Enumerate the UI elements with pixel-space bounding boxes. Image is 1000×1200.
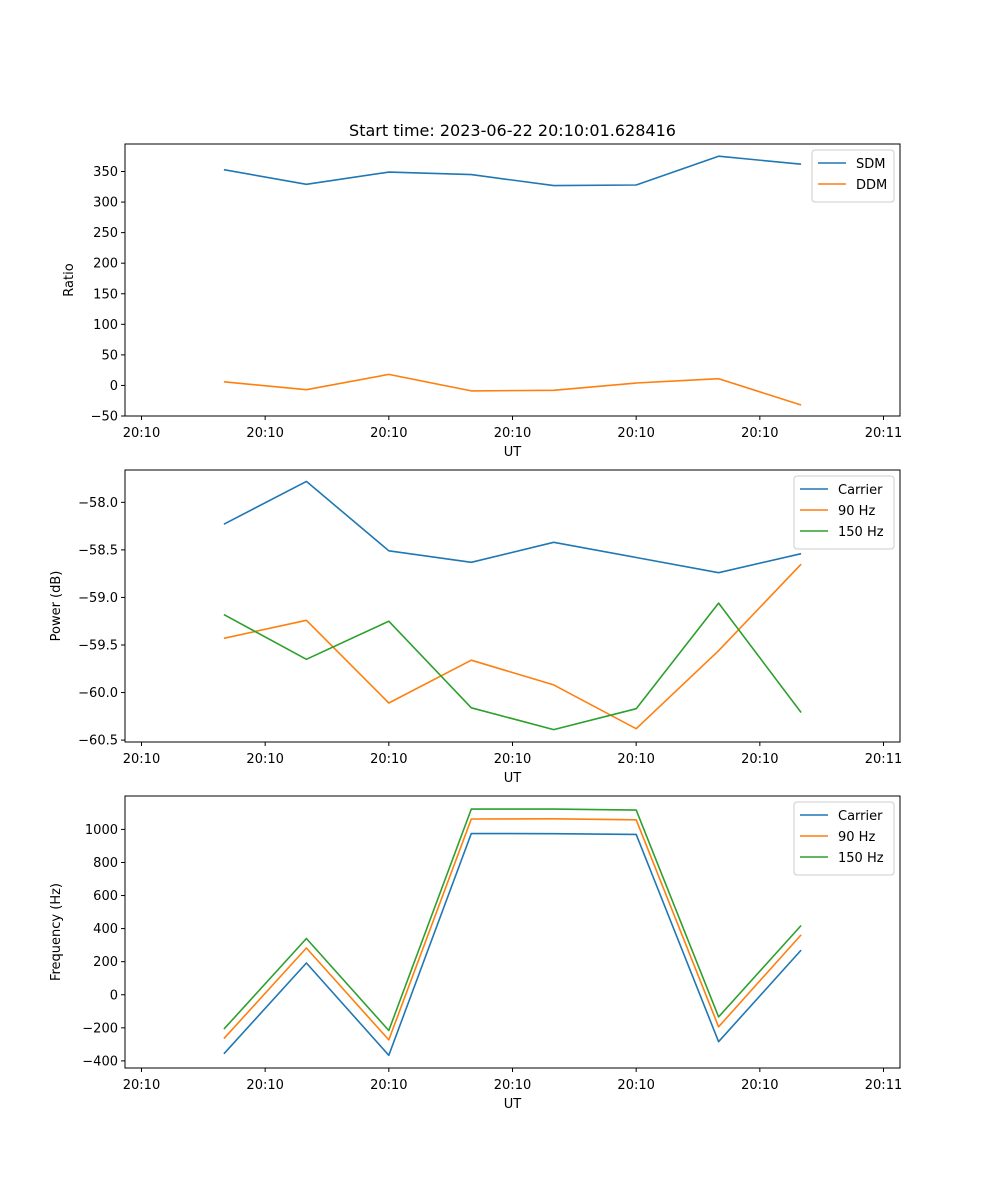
x-tick-label: 20:10 [741, 1078, 778, 1093]
x-tick-label: 20:10 [370, 752, 407, 767]
y-tick-label: 350 [93, 165, 118, 180]
x-axis-label: UT [504, 445, 522, 460]
y-axis-label: Ratio [62, 263, 77, 296]
x-axis-label: UT [504, 1097, 522, 1112]
y-tick-label: 250 [93, 226, 118, 241]
y-tick-label: 200 [93, 257, 118, 272]
y-tick-label: 0 [110, 988, 118, 1003]
legend-label: DDM [856, 178, 887, 193]
y-tick-label: −200 [82, 1021, 118, 1036]
legend-label: 90 Hz [838, 504, 875, 519]
legend-label: 90 Hz [838, 830, 875, 845]
y-tick-label: 600 [93, 889, 118, 904]
y-tick-label: 400 [93, 922, 118, 937]
y-tick-label: 1000 [85, 823, 118, 838]
x-tick-label: 20:11 [865, 426, 902, 441]
x-tick-label: 20:11 [865, 752, 902, 767]
y-tick-label: 150 [93, 287, 118, 302]
y-tick-label: 300 [93, 196, 118, 211]
y-axis-label: Power (dB) [49, 571, 64, 642]
y-tick-label: −60.0 [78, 686, 118, 701]
x-tick-label: 20:10 [494, 426, 531, 441]
x-axis-label: UT [504, 771, 522, 786]
legend: SDM DDM [811, 149, 895, 203]
series-line-2-3 [223, 602, 802, 731]
series-line-3-2 [223, 817, 802, 1041]
x-tick-label: 20:11 [865, 1078, 902, 1093]
y-tick-label: −58.0 [78, 496, 118, 511]
x-tick-label: 20:10 [741, 426, 778, 441]
y-tick-label: −58.5 [78, 543, 118, 558]
legend-label: 150 Hz [838, 851, 884, 866]
y-tick-label: −59.5 [78, 638, 118, 653]
legend-label: 150 Hz [838, 525, 884, 540]
legend-label: SDM [856, 157, 885, 172]
x-tick-label: 20:10 [494, 752, 531, 767]
y-tick-label: −59.0 [78, 591, 118, 606]
x-tick-label: 20:10 [370, 1078, 407, 1093]
x-tick-label: 20:10 [494, 1078, 531, 1093]
y-tick-label: 50 [101, 348, 118, 363]
series-line-1-1 [223, 155, 802, 187]
y-tick-label: −400 [82, 1054, 118, 1069]
x-tick-label: 20:10 [123, 1078, 160, 1093]
y-tick-label: 0 [110, 379, 118, 394]
x-tick-label: 20:10 [246, 426, 283, 441]
x-tick-label: 20:10 [246, 752, 283, 767]
chart-title: Start time: 2023-06-22 20:10:01.628416 [349, 121, 676, 140]
x-tick-label: 20:10 [617, 752, 654, 767]
series-line-3-3 [223, 808, 802, 1032]
x-tick-label: 20:10 [617, 426, 654, 441]
panels: 20:10 20:10 20:10 20:10 20:10 20:10 20:11 −50 0 5… [49, 143, 902, 1112]
series-line-1-2 [223, 373, 802, 406]
y-tick-label: 100 [93, 318, 118, 333]
series-line-2-1 [223, 480, 802, 574]
y-tick-label: −50 [91, 410, 118, 425]
legend: Carrier 90 Hz 150 Hz [793, 801, 895, 876]
y-tick-label: 800 [93, 856, 118, 871]
legend-label: Carrier [838, 809, 883, 824]
x-tick-label: 20:10 [123, 752, 160, 767]
x-tick-label: 20:10 [617, 1078, 654, 1093]
series-line-2-2 [223, 563, 802, 730]
x-tick-label: 20:10 [370, 426, 407, 441]
chart-panel-1: 20:10 20:10 20:10 20:10 20:10 20:10 20:11 −50 0 5… [62, 143, 902, 460]
y-tick-label: 200 [93, 955, 118, 970]
y-tick-label: −60.5 [78, 734, 118, 749]
x-tick-label: 20:10 [741, 752, 778, 767]
y-axis-label: Frequency (Hz) [49, 883, 64, 981]
x-tick-label: 20:10 [246, 1078, 283, 1093]
legend: Carrier 90 Hz 150 Hz [793, 475, 895, 550]
chart-panel-2: 20:10 20:10 20:10 20:10 20:10 20:10 20:11 −60.5… [49, 469, 902, 786]
chart-panel-3: 20:10 20:10 20:10 20:10 20:10 20:10 20:11 −400 −… [49, 795, 902, 1112]
series-line-3-1 [223, 832, 802, 1057]
x-tick-label: 20:10 [123, 426, 160, 441]
legend-label: Carrier [838, 483, 883, 498]
